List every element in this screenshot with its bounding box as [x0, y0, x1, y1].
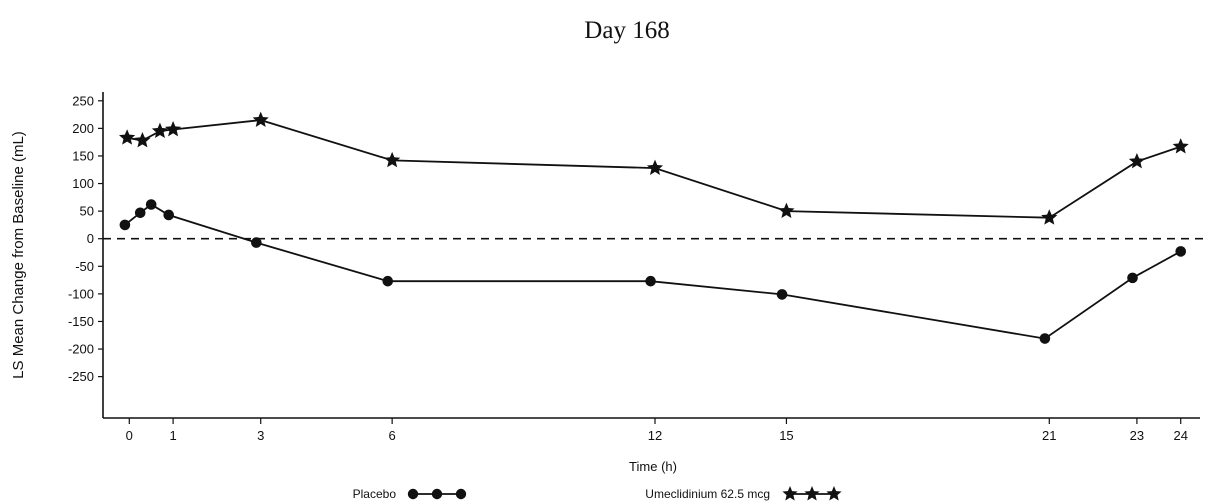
legend-label-placebo: Placebo	[353, 487, 397, 501]
y-axis-label: LS Mean Change from Baseline (mL)	[10, 131, 27, 379]
data-point-star	[134, 132, 151, 148]
legend-item-umeclidinium: Umeclidinium 62.5 mcg	[645, 486, 842, 501]
data-point-circle	[1039, 333, 1051, 344]
x-tick-label: 12	[648, 428, 662, 443]
data-point-circle	[134, 207, 146, 219]
data-point-star	[165, 120, 182, 137]
y-tick-label: -150	[68, 314, 94, 329]
data-point-circle	[163, 209, 175, 221]
x-tick-label: 6	[389, 428, 396, 443]
legend-circle-marker	[431, 488, 443, 500]
x-tick-label: 21	[1042, 428, 1056, 443]
data-point-star	[119, 129, 136, 145]
data-point-star	[384, 151, 401, 168]
x-tick-label: 1	[169, 428, 176, 443]
y-tick-label: 100	[72, 176, 94, 191]
series-layer	[119, 111, 1189, 344]
x-tick-label: 24	[1173, 428, 1187, 443]
legend-label-umeclidinium: Umeclidinium 62.5 mcg	[645, 487, 770, 501]
legend-circle-marker	[455, 488, 467, 500]
legend-star-marker	[826, 486, 842, 501]
data-point-circle	[119, 219, 131, 231]
x-axis-ticks: 0 1 3 6 12 15 21 23 24	[126, 418, 1188, 443]
x-tick-label: 23	[1130, 428, 1144, 443]
y-axis-ticks: 250 200 150 100 50 0 -50 -100 -150 -200 -250	[68, 93, 103, 384]
data-point-circle	[145, 199, 157, 210]
legend-star-marker	[804, 486, 820, 501]
plot-area: 250 200 150 100 50 0 -50 -100 -150 -200 -250 0 1 3 6 1…	[68, 92, 1207, 443]
x-tick-label: 15	[779, 428, 793, 443]
y-tick-label: 0	[87, 231, 94, 246]
data-point-star	[646, 159, 664, 175]
data-point-star	[1172, 138, 1189, 154]
data-point-star	[151, 122, 169, 139]
data-point-circle	[776, 289, 788, 300]
legend-item-placebo: Placebo	[353, 487, 467, 501]
x-axis-label: Time (h)	[629, 459, 677, 474]
y-tick-label: -200	[68, 342, 94, 357]
data-point-circle	[251, 237, 262, 248]
data-point-circle	[1175, 246, 1187, 257]
y-tick-label: 200	[72, 121, 94, 136]
y-tick-label: 250	[72, 93, 94, 108]
y-tick-label: -100	[68, 286, 94, 301]
data-point-circle	[1127, 272, 1138, 284]
chart-title: Day 168	[584, 17, 669, 44]
data-point-circle	[645, 275, 656, 287]
y-tick-label: 150	[72, 148, 94, 163]
x-tick-label: 0	[126, 428, 133, 443]
legend: Placebo Umeclidinium 62.5 mcg	[353, 486, 842, 501]
y-tick-label: -50	[75, 259, 94, 274]
data-point-star	[252, 111, 269, 127]
data-point-star	[1041, 209, 1058, 225]
data-point-star	[1128, 152, 1145, 169]
data-point-circle	[382, 275, 394, 287]
legend-star-marker	[782, 486, 798, 501]
legend-circle-marker	[407, 488, 419, 500]
series-line-placebo	[124, 203, 1182, 340]
y-tick-label: -250	[68, 369, 94, 384]
y-tick-label: 50	[80, 204, 94, 219]
x-tick-label: 3	[257, 428, 264, 443]
data-point-star	[778, 202, 795, 218]
